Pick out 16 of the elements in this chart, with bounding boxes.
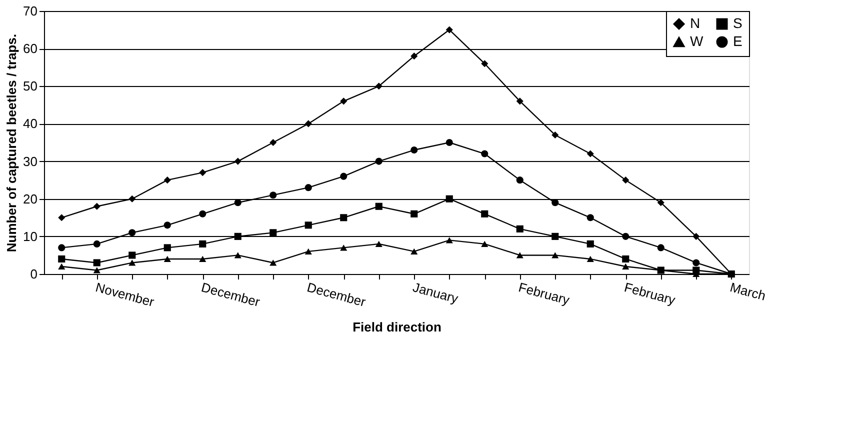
- y-tick-label: 30: [23, 154, 38, 169]
- y-tick-label: 50: [23, 78, 38, 94]
- legend-label: S: [733, 15, 742, 31]
- y-tick-label: 0: [30, 266, 38, 282]
- y-tick-label: 60: [23, 41, 38, 56]
- x-tick-label: January: [411, 280, 460, 306]
- legend-label: E: [733, 33, 742, 49]
- legend-label: W: [690, 33, 704, 49]
- y-tick-label: 70: [23, 4, 38, 18]
- y-tick-label: 20: [23, 191, 38, 206]
- y-tick-label: 40: [23, 116, 38, 132]
- y-axis-title: Number of captured beetles / traps.: [4, 34, 20, 252]
- x-axis-title: Field direction: [352, 320, 442, 335]
- legend-label: N: [690, 15, 700, 31]
- x-tick-label: March: [728, 280, 768, 304]
- y-tick-label: 10: [23, 228, 38, 244]
